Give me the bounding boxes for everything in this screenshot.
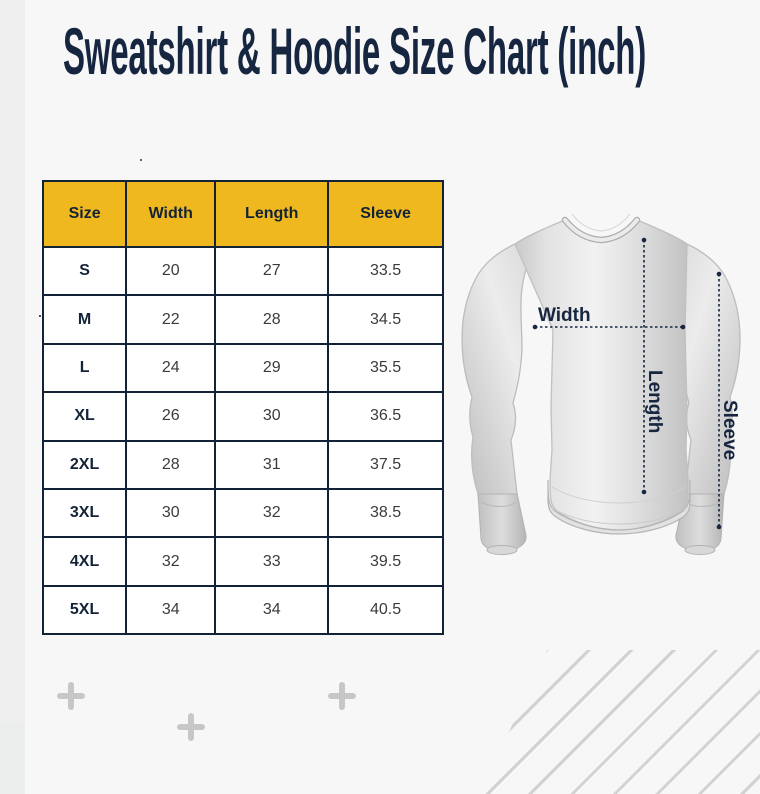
- svg-text:Sleeve: Sleeve: [719, 400, 740, 460]
- svg-text:Width: Width: [538, 305, 591, 326]
- svg-text:Length: Length: [644, 370, 665, 433]
